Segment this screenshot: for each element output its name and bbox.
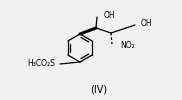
Text: NO₂: NO₂: [120, 40, 135, 50]
Text: OH: OH: [141, 20, 153, 28]
Text: OH: OH: [104, 12, 116, 20]
Text: (IV): (IV): [90, 84, 107, 94]
Text: H₃CO₂S: H₃CO₂S: [27, 60, 55, 68]
